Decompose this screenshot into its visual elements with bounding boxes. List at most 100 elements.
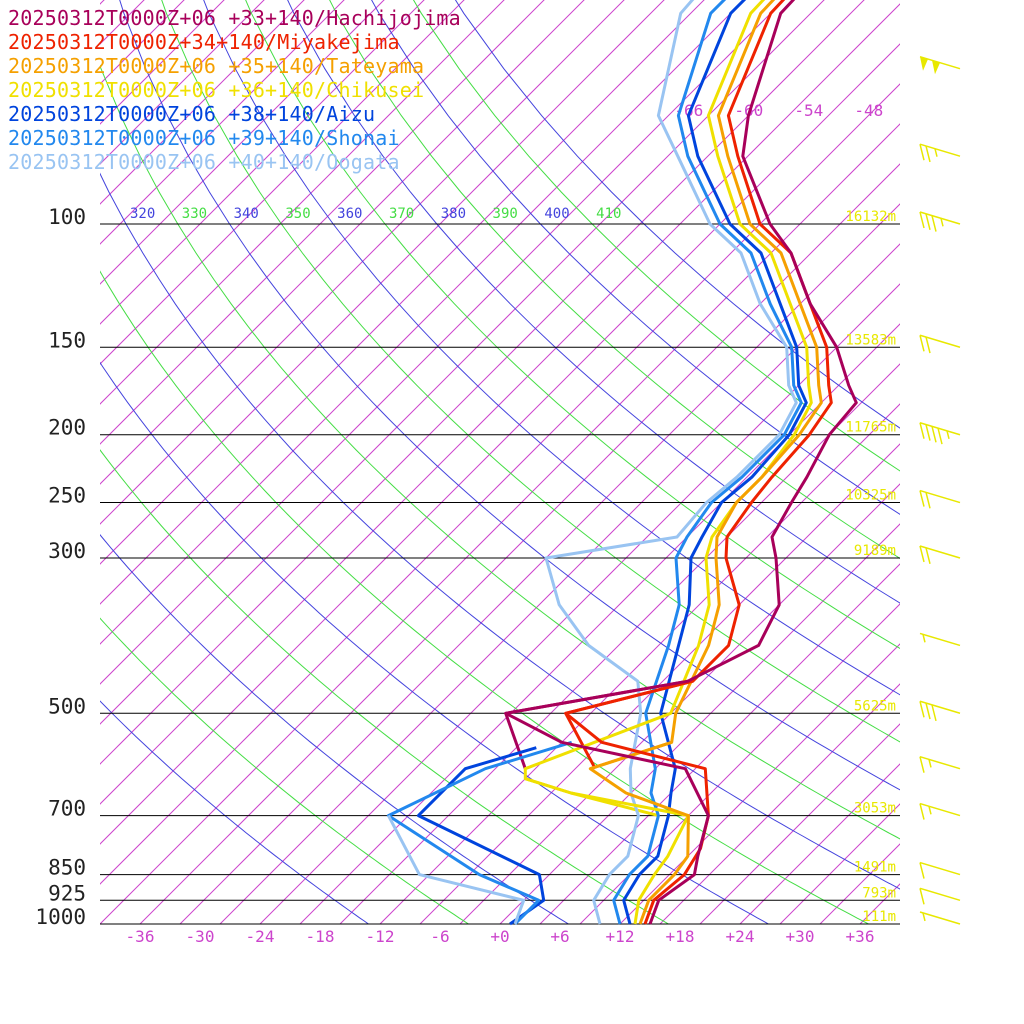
isotherm-line <box>100 3 900 805</box>
height-label: 3053m <box>854 801 896 817</box>
pressure-label: 150 <box>48 328 86 352</box>
theta-label: 350 <box>285 206 310 222</box>
wind-barb-half-flag <box>928 759 932 768</box>
wind-barb <box>919 911 961 925</box>
theta-label: 400 <box>544 206 569 222</box>
wind-barb <box>919 861 961 879</box>
temperature-profile-line <box>622 0 808 925</box>
pressure-label: 1000 <box>35 905 86 929</box>
dry-adiabat-line <box>100 700 369 924</box>
isotherm-line <box>339 363 900 924</box>
wind-barb-flag <box>919 422 925 439</box>
dewpoint-profile-line <box>386 740 573 926</box>
x-tick-label: -30 <box>186 927 215 946</box>
isotherm-line <box>100 0 825 725</box>
pressure-label: 100 <box>48 205 86 229</box>
isotherm-line <box>819 843 900 924</box>
isotherm-line <box>499 523 900 924</box>
isotherm-line <box>100 0 705 605</box>
isotherm-line <box>259 283 900 924</box>
wind-barb <box>919 55 961 75</box>
wind-barb-shaft <box>919 802 961 817</box>
temperature-profile-line <box>564 0 833 925</box>
legend-entry: 20250312T0000Z+06 +33+140/Hachijojima <box>8 6 461 30</box>
temperature-profile-line <box>612 0 803 925</box>
isotherm-line <box>100 0 625 525</box>
dewpoint-profile-line <box>416 746 546 926</box>
wind-barb-flag <box>919 888 925 905</box>
wind-barb-flag <box>919 335 925 352</box>
x-tick-label: +36 <box>846 927 875 946</box>
wind-barb-shaft <box>919 861 961 876</box>
wind-barb-pennant <box>920 56 928 71</box>
wind-barb <box>919 887 961 905</box>
wind-barb-half-flag <box>922 634 926 643</box>
wind-barb <box>919 211 961 232</box>
wind-barb <box>919 700 961 722</box>
isotherm-line <box>419 443 900 924</box>
pressure-label: 300 <box>48 539 86 563</box>
dry-adiabat-line <box>100 534 569 924</box>
isotherm-line <box>100 0 665 565</box>
wind-barb-flag <box>931 215 937 232</box>
theta-label: 320 <box>130 206 155 222</box>
isotherm-line <box>100 43 900 845</box>
pressure-label: 700 <box>48 797 86 821</box>
height-label: 1491m <box>854 860 896 876</box>
wind-barb-flag <box>919 701 925 718</box>
dry-adiabat-line <box>100 617 469 924</box>
x-tick-label: -24 <box>246 927 275 946</box>
pressure-label: 925 <box>48 881 86 905</box>
temperature-profile-line <box>588 0 823 925</box>
theta-label: 330 <box>182 206 207 222</box>
wind-barb-pennant <box>932 60 940 75</box>
wind-barb-shaft <box>919 755 961 770</box>
x-tick-label: -36 <box>126 927 155 946</box>
x-tick-label: -12 <box>366 927 395 946</box>
wind-barbs-layer <box>919 55 961 925</box>
isotherm-line <box>659 683 900 924</box>
wind-barb <box>919 489 961 509</box>
isotherm-line <box>539 563 900 924</box>
wind-barb-shaft <box>919 911 961 925</box>
height-label: 111m <box>862 909 896 925</box>
wind-barb-flag <box>919 803 925 820</box>
theta-label: 370 <box>389 206 414 222</box>
wind-barb <box>919 802 961 820</box>
isotherm-line <box>219 243 900 924</box>
theta-label: 340 <box>234 206 259 222</box>
legend-entry: 20250312T0000Z+06 +35+140/Tateyama <box>8 54 425 78</box>
height-label: 16132m <box>845 209 896 225</box>
isotherm-line <box>100 0 585 485</box>
pressure-label: 200 <box>48 416 86 440</box>
theta-label: 380 <box>441 206 466 222</box>
legend-entry: 20250312T0000Z+06 +38+140/Aizu <box>8 102 376 126</box>
isotherm-line <box>100 83 900 885</box>
x-tick-label: +0 <box>490 927 509 946</box>
wind-barb-flag <box>925 145 931 163</box>
isotherm-line <box>459 483 900 924</box>
wind-barb-flag <box>919 211 925 229</box>
profiles-layer <box>386 0 858 926</box>
wind-barb-flag <box>925 424 931 441</box>
temperature-profile-line <box>523 0 813 925</box>
dry-adiabat-line <box>100 449 669 924</box>
temperature-profile-line <box>544 0 798 925</box>
x-tick-label: -18 <box>306 927 335 946</box>
isotherm-line <box>579 603 900 924</box>
chart-legend: 20250312T0000Z+06 +33+140/Hachijojima 202… <box>8 6 461 174</box>
isotherm-line <box>100 0 785 685</box>
wind-barb <box>919 545 961 564</box>
wind-barb-shaft <box>919 887 961 902</box>
pressure-label: 500 <box>48 694 86 718</box>
wind-barb <box>919 632 961 647</box>
wind-barb-flag <box>925 213 931 230</box>
wind-barb-flag <box>931 704 937 722</box>
height-label: 11765m <box>845 420 896 436</box>
x-tick-label: +30 <box>786 927 815 946</box>
theta-label: 360 <box>337 206 362 222</box>
wind-barb-flag <box>925 702 931 720</box>
isotherm-line <box>100 0 865 765</box>
x-tick-label: +6 <box>550 927 569 946</box>
